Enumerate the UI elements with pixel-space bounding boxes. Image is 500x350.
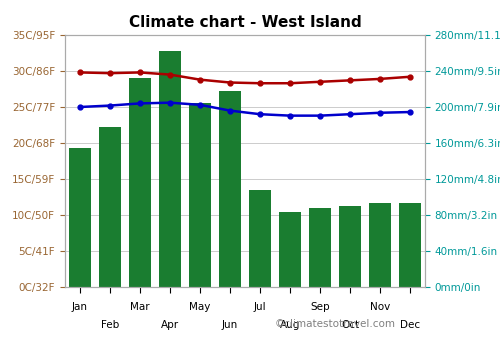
Text: Aug: Aug bbox=[280, 320, 300, 330]
Bar bbox=[129, 78, 151, 287]
Text: Dec: Dec bbox=[400, 320, 420, 330]
Text: Feb: Feb bbox=[101, 320, 119, 330]
Bar bbox=[99, 127, 121, 287]
Text: May: May bbox=[190, 302, 210, 312]
Bar bbox=[219, 91, 241, 287]
Text: Sep: Sep bbox=[310, 302, 330, 312]
Text: Apr: Apr bbox=[161, 320, 179, 330]
Bar bbox=[159, 51, 181, 287]
Text: Nov: Nov bbox=[370, 302, 390, 312]
Bar bbox=[309, 208, 331, 287]
Bar bbox=[399, 203, 421, 287]
Bar bbox=[369, 203, 391, 287]
Text: Jul: Jul bbox=[254, 302, 266, 312]
Text: Oct: Oct bbox=[341, 320, 359, 330]
Text: Mar: Mar bbox=[130, 302, 150, 312]
Title: Climate chart - West Island: Climate chart - West Island bbox=[128, 15, 362, 30]
Text: ©climatestotravel.com: ©climatestotravel.com bbox=[275, 319, 396, 329]
Text: Jan: Jan bbox=[72, 302, 88, 312]
Legend: Prec, Min, Max: Prec, Min, Max bbox=[71, 348, 256, 350]
Bar bbox=[339, 206, 361, 287]
Bar bbox=[69, 147, 91, 287]
Bar bbox=[279, 212, 301, 287]
Bar bbox=[249, 190, 271, 287]
Text: Jun: Jun bbox=[222, 320, 238, 330]
Bar bbox=[189, 103, 211, 287]
